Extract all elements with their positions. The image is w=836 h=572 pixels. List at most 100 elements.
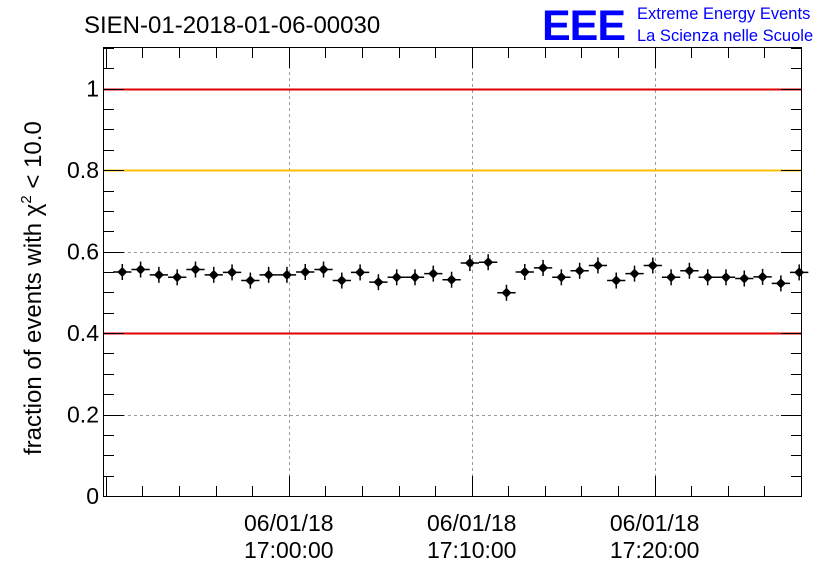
y-axis-label-superscript: 2 — [18, 195, 35, 203]
y-tick-label: 0.8 — [67, 157, 99, 183]
data-point — [552, 269, 571, 286]
point-marker — [739, 273, 750, 284]
data-point — [113, 264, 132, 280]
data-point — [643, 257, 662, 274]
point-marker — [153, 269, 164, 280]
chart-title: SIEN-01-2018-01-06-00030 — [84, 12, 380, 39]
point-marker — [538, 262, 549, 273]
data-point — [588, 257, 608, 274]
y-tick-label: 0 — [86, 483, 99, 509]
y-tick-labels: 0 0.2 0.4 0.6 0.8 1 — [67, 76, 99, 509]
data-point — [222, 264, 242, 281]
data-point — [515, 264, 534, 280]
point-marker — [172, 272, 183, 283]
point-marker — [666, 272, 677, 283]
data-point — [186, 261, 205, 278]
data-point — [369, 274, 388, 291]
point-marker — [757, 271, 768, 282]
point-marker — [355, 267, 366, 278]
data-point — [387, 269, 406, 286]
data-point — [314, 261, 333, 278]
eee-logo-line2: La Scienza nelle Scuole — [637, 27, 813, 45]
x-tick-label-date: 06/01/18 — [610, 510, 700, 536]
x-tick-label-time: 17:00:00 — [244, 537, 334, 563]
point-marker — [409, 272, 420, 283]
axis-ticks — [104, 48, 802, 497]
y-axis-label-chi: χ — [20, 203, 47, 216]
point-marker — [464, 258, 475, 269]
data-point — [241, 272, 260, 289]
eee-logo: EEE Extreme Energy Events La Scienza nel… — [542, 2, 813, 50]
x-tick-label-date: 06/01/18 — [244, 510, 334, 536]
point-marker — [245, 275, 256, 286]
data-point — [296, 264, 315, 280]
point-marker — [281, 269, 292, 280]
data-point — [479, 254, 498, 271]
point-marker — [391, 272, 402, 283]
data-point — [497, 284, 516, 301]
data-point — [405, 269, 425, 286]
point-marker — [446, 274, 457, 285]
data-point — [350, 264, 370, 281]
y-tick-label: 0.6 — [67, 239, 99, 265]
point-marker — [647, 260, 658, 271]
point-marker — [574, 265, 585, 276]
data-point — [771, 275, 791, 292]
data-point — [424, 265, 443, 282]
y-axis-label-threshold: < 10.0 — [20, 121, 47, 195]
point-marker — [373, 277, 384, 288]
x-tick-label-time: 17:20:00 — [610, 537, 700, 563]
point-marker — [336, 275, 347, 286]
point-marker — [775, 278, 786, 289]
point-marker — [519, 267, 530, 277]
point-marker — [135, 264, 146, 275]
x-tick-label-time: 17:10:00 — [427, 537, 517, 563]
data-point — [442, 271, 461, 288]
data-points — [113, 254, 809, 301]
point-marker — [483, 257, 494, 268]
data-point — [204, 266, 223, 283]
y-tick-label: 1 — [86, 76, 99, 102]
data-point — [168, 269, 187, 286]
data-point — [460, 255, 480, 272]
data-point — [698, 269, 717, 286]
point-marker — [720, 272, 731, 283]
data-point — [661, 269, 681, 286]
point-marker — [702, 272, 713, 283]
data-point — [716, 269, 736, 286]
data-point — [680, 262, 699, 279]
grid — [104, 48, 801, 496]
data-point — [533, 259, 553, 276]
x-tick-label-date: 06/01/18 — [427, 510, 517, 536]
eee-logo-line1: Extreme Energy Events — [637, 5, 810, 23]
y-tick-label: 0.2 — [67, 402, 99, 428]
point-marker — [556, 272, 567, 283]
point-marker — [117, 267, 128, 277]
point-marker — [208, 269, 219, 280]
point-marker — [300, 267, 311, 277]
point-marker — [501, 287, 512, 298]
point-marker — [227, 267, 238, 278]
data-point — [570, 262, 589, 279]
data-point — [277, 266, 297, 283]
point-marker — [592, 260, 603, 271]
point-marker — [611, 275, 622, 286]
plot-frame — [103, 47, 802, 497]
data-point — [625, 265, 644, 282]
data-point — [735, 270, 754, 287]
x-tick-labels: 06/01/1817:00:0006/01/1817:10:0006/01/18… — [244, 510, 699, 563]
point-marker — [629, 268, 640, 279]
data-point — [259, 266, 278, 283]
point-marker — [684, 265, 695, 276]
point-marker — [318, 264, 329, 275]
data-point — [607, 272, 626, 289]
eee-logo-mark: EEE — [542, 2, 625, 50]
data-point — [753, 268, 772, 285]
y-axis-label-text: fraction of events with — [20, 216, 47, 455]
y-axis-label: fraction of events with χ2 < 10.0 — [18, 121, 47, 455]
data-point — [131, 261, 150, 278]
reference-lines — [104, 88, 801, 335]
data-point — [332, 272, 351, 289]
point-marker — [190, 264, 201, 275]
